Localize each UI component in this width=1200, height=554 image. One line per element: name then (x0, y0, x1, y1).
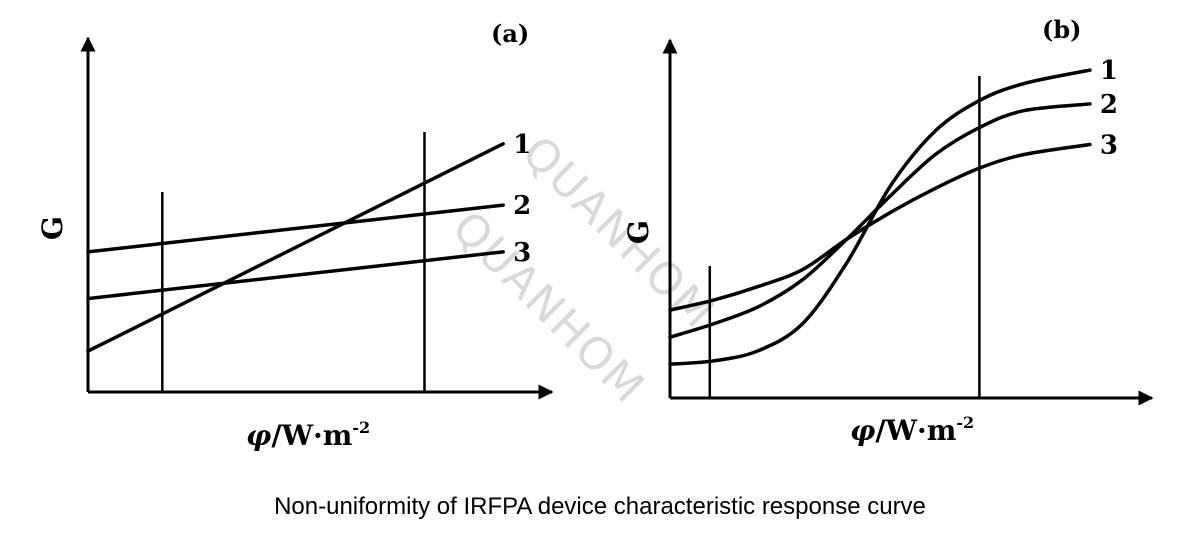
panel-b-series-2-label: 2 (1100, 90, 1118, 120)
panel-a: 1 2 3 (a) G φ/W·m-2 (36, 19, 554, 452)
panel-a-series-3-label: 3 (513, 238, 531, 268)
panel-b-series-3-line (668, 142, 1092, 312)
panel-a-y-axis-label: G (36, 216, 69, 240)
figure-caption: Non-uniformity of IRFPA device character… (274, 493, 926, 520)
panel-a-series-2-label: 2 (513, 191, 531, 221)
panel-a-series-1-line (86, 142, 505, 353)
panel-b-y-axis-label: G (622, 220, 655, 244)
panel-a-series-2-line (86, 203, 505, 254)
panel-b-guides (708, 76, 981, 398)
panel-b-curve-labels: 1 2 3 (1100, 56, 1118, 160)
panel-b-x-axis-label: φ/W·m-2 (850, 413, 974, 447)
panel-a-x-axis-exponent: -2 (352, 418, 370, 437)
panel-a-guides (161, 132, 426, 392)
panel-b-x-axis-unit: /W·m (875, 414, 956, 447)
panel-a-x-axis-label: φ/W·m-2 (246, 418, 370, 452)
panel-a-series-1-label: 1 (513, 130, 531, 160)
panel-b-x-axis-exponent: -2 (956, 413, 974, 432)
panel-b-series-1-label: 1 (1100, 56, 1118, 86)
panel-a-label: (a) (491, 19, 529, 48)
panel-a-series-3-line (86, 250, 505, 301)
panel-b-curves (668, 68, 1092, 366)
panel-a-x-axis-unit: /W·m (271, 419, 352, 452)
panel-b-series-1-line (668, 68, 1092, 366)
panel-b-series-3-label: 3 (1100, 131, 1118, 161)
panel-a-curves (86, 142, 505, 353)
panel-b: 1 2 3 (b) G φ/W·m-2 (622, 15, 1154, 447)
panel-b-series-2-line (668, 102, 1092, 339)
panel-a-curve-labels: 1 2 3 (513, 130, 531, 268)
panel-a-x-axis-symbol: φ (246, 419, 272, 452)
panel-b-label: (b) (1042, 15, 1082, 44)
watermark: QUANHOM QUANHOM (442, 127, 725, 415)
panel-b-x-axis-symbol: φ (850, 414, 876, 447)
